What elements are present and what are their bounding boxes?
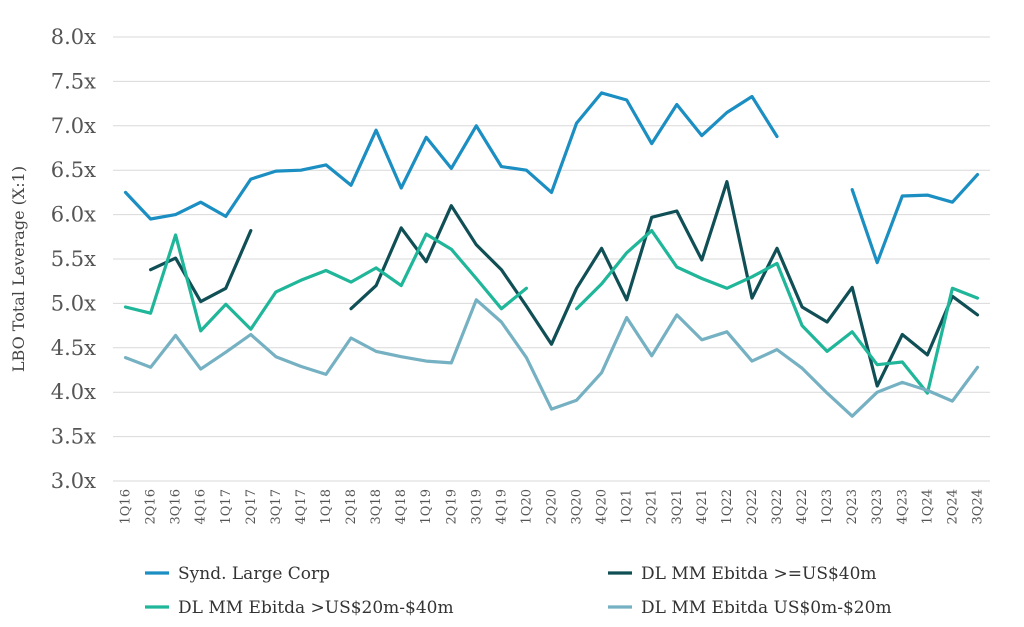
x-tick-label: 3Q24 (970, 489, 985, 524)
x-tick-label: 1Q23 (820, 489, 835, 524)
x-tick-label: 1Q24 (920, 489, 935, 524)
x-tick-label: 2Q18 (344, 489, 359, 524)
x-tick-label: 1Q18 (319, 489, 334, 524)
x-tick-label: 2Q20 (545, 489, 560, 524)
x-tick-label: 4Q22 (795, 489, 810, 524)
y-axis-title: LBO Total Leverage (X:1) (9, 166, 28, 372)
x-tick-label: 1Q22 (720, 489, 735, 524)
x-tick-label: 2Q16 (144, 489, 159, 524)
y-tick-label: 4.5x (51, 336, 96, 360)
x-tick-label: 3Q23 (870, 489, 885, 524)
x-tick-label: 2Q21 (645, 489, 660, 524)
legend-item-dl-mm-ebitda-us-0m-20m[interactable]: DL MM Ebitda US$0m-$20m (608, 598, 892, 618)
legend-label: DL MM Ebitda >US$20m-$40m (178, 598, 454, 618)
y-tick-label: 3.5x (51, 425, 96, 449)
y-tick-label: 7.0x (51, 114, 96, 138)
y-tick-label: 7.5x (51, 69, 96, 93)
series-line-dl-mm-ebitda-us-20m-40m (123, 229, 980, 395)
x-tick-label: 4Q20 (595, 489, 610, 524)
legend-label: DL MM Ebitda US$0m-$20m (641, 598, 892, 618)
x-tick-label: 1Q20 (519, 489, 534, 524)
x-tick-label: 4Q17 (294, 489, 309, 524)
y-tick-label: 8.0x (51, 25, 96, 49)
series-line-synd-large-corp (123, 91, 980, 265)
y-axis-ticks: 3.0x 3.5x 4.0x 4.5x 5.0x 5.5x 6.0x 6.5x 7.0x 7.5x… (51, 25, 96, 493)
x-tick-label: 3Q16 (169, 489, 184, 524)
legend-label: Synd. Large Corp (178, 564, 330, 584)
gridlines (113, 36, 990, 482)
y-tick-label: 6.5x (51, 158, 96, 182)
x-tick-label: 3Q18 (369, 489, 384, 524)
x-tick-label: 3Q20 (570, 489, 585, 524)
series-line-dl-mm-ebitda-us-0m-20m (123, 298, 980, 418)
x-axis-ticks: 1Q16 2Q16 3Q16 4Q16 1Q17 2Q17 3Q17 4Q17 1Q18 2Q18… (119, 489, 986, 524)
x-tick-label: 2Q22 (745, 489, 760, 524)
x-tick-label: 3Q19 (469, 489, 484, 524)
x-tick-label: 3Q17 (269, 489, 284, 524)
x-tick-label: 1Q21 (620, 489, 635, 524)
y-tick-label: 5.0x (51, 291, 96, 315)
legend-label: DL MM Ebitda >=US$40m (641, 564, 877, 584)
x-tick-label: 2Q23 (845, 489, 860, 524)
series-lines (123, 91, 980, 418)
y-tick-label: 5.5x (51, 247, 96, 271)
y-tick-label: 6.0x (51, 203, 96, 227)
x-tick-label: 4Q21 (695, 489, 710, 524)
legend: Synd. Large Corp DL MM Ebitda >=US$40m DL … (145, 564, 892, 618)
y-tick-label: 4.0x (51, 380, 96, 404)
x-tick-label: 1Q19 (419, 489, 434, 524)
x-tick-label: 1Q16 (119, 489, 134, 524)
x-tick-label: 2Q24 (945, 489, 960, 524)
legend-item-synd-large-corp[interactable]: Synd. Large Corp (145, 564, 330, 584)
x-tick-label: 3Q22 (770, 489, 785, 524)
y-tick-label: 3.0x (51, 469, 96, 493)
x-tick-label: 4Q18 (394, 489, 409, 524)
legend-item-dl-mm-ebitda-us-40m[interactable]: DL MM Ebitda >=US$40m (608, 564, 877, 584)
legend-item-dl-mm-ebitda-us-20m-40m[interactable]: DL MM Ebitda >US$20m-$40m (145, 598, 454, 618)
x-tick-label: 2Q17 (244, 489, 259, 524)
x-tick-label: 4Q19 (494, 489, 509, 524)
x-tick-label: 1Q17 (219, 489, 234, 524)
x-tick-label: 2Q19 (444, 489, 459, 524)
x-tick-label: 4Q23 (895, 489, 910, 524)
x-tick-label: 4Q16 (194, 489, 209, 524)
x-tick-label: 3Q21 (670, 489, 685, 524)
